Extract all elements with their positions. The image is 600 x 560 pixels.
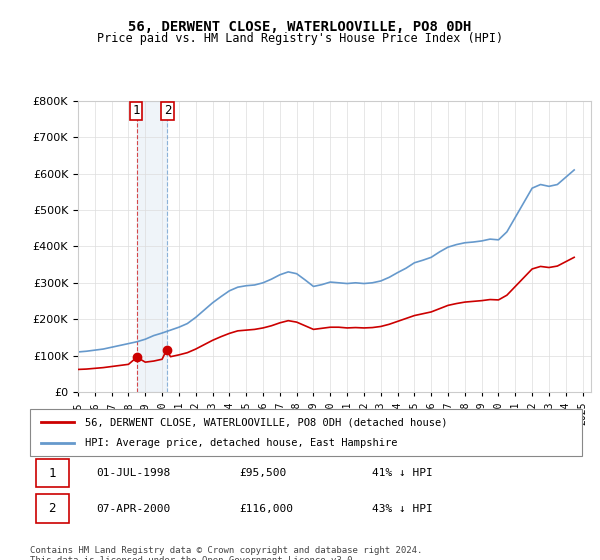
Text: 43% ↓ HPI: 43% ↓ HPI <box>372 503 433 514</box>
Text: £116,000: £116,000 <box>240 503 294 514</box>
FancyBboxPatch shape <box>30 409 582 456</box>
Text: 41% ↓ HPI: 41% ↓ HPI <box>372 468 433 478</box>
Text: 2: 2 <box>49 502 56 515</box>
Text: 2: 2 <box>164 104 171 118</box>
Text: Price paid vs. HM Land Registry's House Price Index (HPI): Price paid vs. HM Land Registry's House … <box>97 32 503 45</box>
Text: 01-JUL-1998: 01-JUL-1998 <box>96 468 170 478</box>
Text: 1: 1 <box>132 104 140 118</box>
Text: £95,500: £95,500 <box>240 468 287 478</box>
Bar <box>137 101 167 392</box>
Text: 56, DERWENT CLOSE, WATERLOOVILLE, PO8 0DH: 56, DERWENT CLOSE, WATERLOOVILLE, PO8 0D… <box>128 20 472 34</box>
Text: Contains HM Land Registry data © Crown copyright and database right 2024.
This d: Contains HM Land Registry data © Crown c… <box>30 546 422 560</box>
Text: 1: 1 <box>49 467 56 480</box>
Text: 56, DERWENT CLOSE, WATERLOOVILLE, PO8 0DH (detached house): 56, DERWENT CLOSE, WATERLOOVILLE, PO8 0D… <box>85 417 448 427</box>
FancyBboxPatch shape <box>35 459 68 487</box>
Text: HPI: Average price, detached house, East Hampshire: HPI: Average price, detached house, East… <box>85 438 398 448</box>
Text: 07-APR-2000: 07-APR-2000 <box>96 503 170 514</box>
FancyBboxPatch shape <box>35 494 68 522</box>
